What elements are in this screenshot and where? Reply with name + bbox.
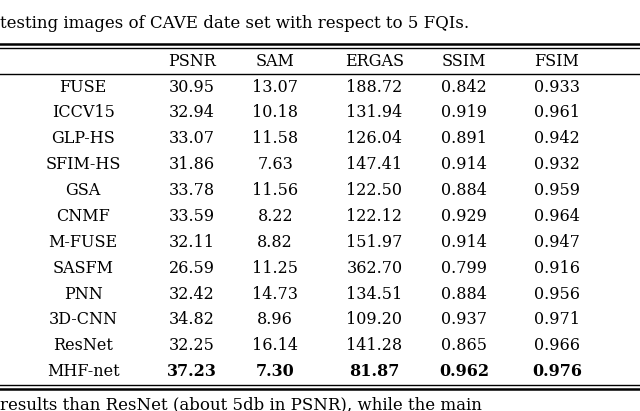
Text: 32.11: 32.11 [169, 234, 215, 251]
Text: testing images of CAVE date set with respect to 5 FQIs.: testing images of CAVE date set with res… [0, 15, 469, 32]
Text: 8.82: 8.82 [257, 234, 293, 251]
Text: 362.70: 362.70 [346, 260, 403, 277]
Text: 0.947: 0.947 [534, 234, 580, 251]
Text: 0.933: 0.933 [534, 79, 580, 96]
Text: 26.59: 26.59 [169, 260, 215, 277]
Text: 0.884: 0.884 [441, 286, 487, 302]
Text: 0.914: 0.914 [441, 156, 487, 173]
Text: 0.971: 0.971 [534, 312, 580, 328]
Text: FUSE: FUSE [60, 79, 107, 96]
Text: GSA: GSA [65, 182, 101, 199]
Text: 8.22: 8.22 [257, 208, 293, 225]
Text: 134.51: 134.51 [346, 286, 403, 302]
Text: 13.07: 13.07 [252, 79, 298, 96]
Text: ERGAS: ERGAS [345, 53, 404, 70]
Text: 11.25: 11.25 [252, 260, 298, 277]
Text: 31.86: 31.86 [169, 156, 215, 173]
Text: 0.891: 0.891 [441, 130, 487, 147]
Text: 0.942: 0.942 [534, 130, 580, 147]
Text: 81.87: 81.87 [349, 363, 399, 380]
Text: 0.919: 0.919 [441, 104, 487, 122]
Text: GLP-HS: GLP-HS [51, 130, 115, 147]
Text: 16.14: 16.14 [252, 337, 298, 354]
Text: SFIM-HS: SFIM-HS [45, 156, 121, 173]
Text: 11.58: 11.58 [252, 130, 298, 147]
Text: SASFM: SASFM [52, 260, 114, 277]
Text: 33.59: 33.59 [169, 208, 215, 225]
Text: 0.956: 0.956 [534, 286, 580, 302]
Text: 0.932: 0.932 [534, 156, 580, 173]
Text: 188.72: 188.72 [346, 79, 403, 96]
Text: SSIM: SSIM [442, 53, 486, 70]
Text: 7.30: 7.30 [256, 363, 294, 380]
Text: results than ResNet (about 5db in PSNR), while the main: results than ResNet (about 5db in PSNR),… [0, 397, 482, 411]
Text: 7.63: 7.63 [257, 156, 293, 173]
Text: 0.914: 0.914 [441, 234, 487, 251]
Text: 32.25: 32.25 [169, 337, 215, 354]
Text: 109.20: 109.20 [346, 312, 403, 328]
Text: 122.50: 122.50 [346, 182, 403, 199]
Text: 34.82: 34.82 [169, 312, 215, 328]
Text: 0.976: 0.976 [532, 363, 582, 380]
Text: 131.94: 131.94 [346, 104, 403, 122]
Text: 8.96: 8.96 [257, 312, 293, 328]
Text: 141.28: 141.28 [346, 337, 403, 354]
Text: 10.18: 10.18 [252, 104, 298, 122]
Text: 0.865: 0.865 [441, 337, 487, 354]
Text: 0.842: 0.842 [441, 79, 487, 96]
Text: 32.42: 32.42 [169, 286, 215, 302]
Text: 0.962: 0.962 [439, 363, 489, 380]
Text: 32.94: 32.94 [169, 104, 215, 122]
Text: ICCV15: ICCV15 [52, 104, 115, 122]
Text: CNMF: CNMF [56, 208, 110, 225]
Text: SAM: SAM [256, 53, 294, 70]
Text: PSNR: PSNR [168, 53, 216, 70]
Text: MHF-net: MHF-net [47, 363, 120, 380]
Text: 14.73: 14.73 [252, 286, 298, 302]
Text: FSIM: FSIM [534, 53, 579, 70]
Text: 33.78: 33.78 [169, 182, 215, 199]
Text: 0.964: 0.964 [534, 208, 580, 225]
Text: 0.961: 0.961 [534, 104, 580, 122]
Text: 37.23: 37.23 [167, 363, 217, 380]
Text: 147.41: 147.41 [346, 156, 403, 173]
Text: 0.966: 0.966 [534, 337, 580, 354]
Text: ResNet: ResNet [53, 337, 113, 354]
Text: 126.04: 126.04 [346, 130, 403, 147]
Text: 33.07: 33.07 [169, 130, 215, 147]
Text: 151.97: 151.97 [346, 234, 403, 251]
Text: 0.959: 0.959 [534, 182, 580, 199]
Text: M-FUSE: M-FUSE [49, 234, 118, 251]
Text: 0.929: 0.929 [441, 208, 487, 225]
Text: 3D-CNN: 3D-CNN [49, 312, 118, 328]
Text: 0.916: 0.916 [534, 260, 580, 277]
Text: 30.95: 30.95 [169, 79, 215, 96]
Text: 122.12: 122.12 [346, 208, 403, 225]
Text: PNN: PNN [64, 286, 102, 302]
Text: 0.884: 0.884 [441, 182, 487, 199]
Text: 0.799: 0.799 [441, 260, 487, 277]
Text: 11.56: 11.56 [252, 182, 298, 199]
Text: 0.937: 0.937 [441, 312, 487, 328]
